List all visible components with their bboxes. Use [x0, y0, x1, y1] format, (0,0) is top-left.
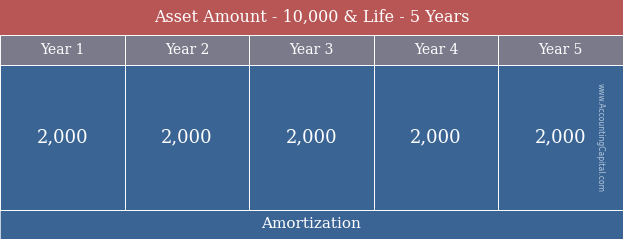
Text: 2,000: 2,000 [286, 129, 337, 147]
Bar [249, 65, 374, 210]
Bar [498, 65, 623, 210]
Text: 2,000: 2,000 [161, 129, 212, 147]
Text: Year 5: Year 5 [538, 43, 583, 57]
Text: Amortization: Amortization [262, 217, 361, 232]
Text: 2,000: 2,000 [535, 129, 586, 147]
Text: Year 1: Year 1 [40, 43, 85, 57]
Bar [498, 35, 623, 65]
Bar [0, 210, 623, 239]
Text: Year 3: Year 3 [289, 43, 334, 57]
Text: 2,000: 2,000 [411, 129, 462, 147]
Bar [249, 35, 374, 65]
Bar [0, 0, 623, 35]
Bar [374, 65, 498, 210]
Bar [374, 35, 498, 65]
Text: Year 2: Year 2 [164, 43, 209, 57]
Text: Asset Amount - 10,000 & Life - 5 Years: Asset Amount - 10,000 & Life - 5 Years [154, 9, 469, 26]
Text: 2,000: 2,000 [37, 129, 88, 147]
Bar [0, 35, 125, 65]
Bar [125, 65, 249, 210]
Text: www.AccountingCapital.com: www.AccountingCapital.com [596, 83, 605, 192]
Bar [0, 65, 125, 210]
Text: Year 4: Year 4 [414, 43, 459, 57]
Bar [125, 35, 249, 65]
